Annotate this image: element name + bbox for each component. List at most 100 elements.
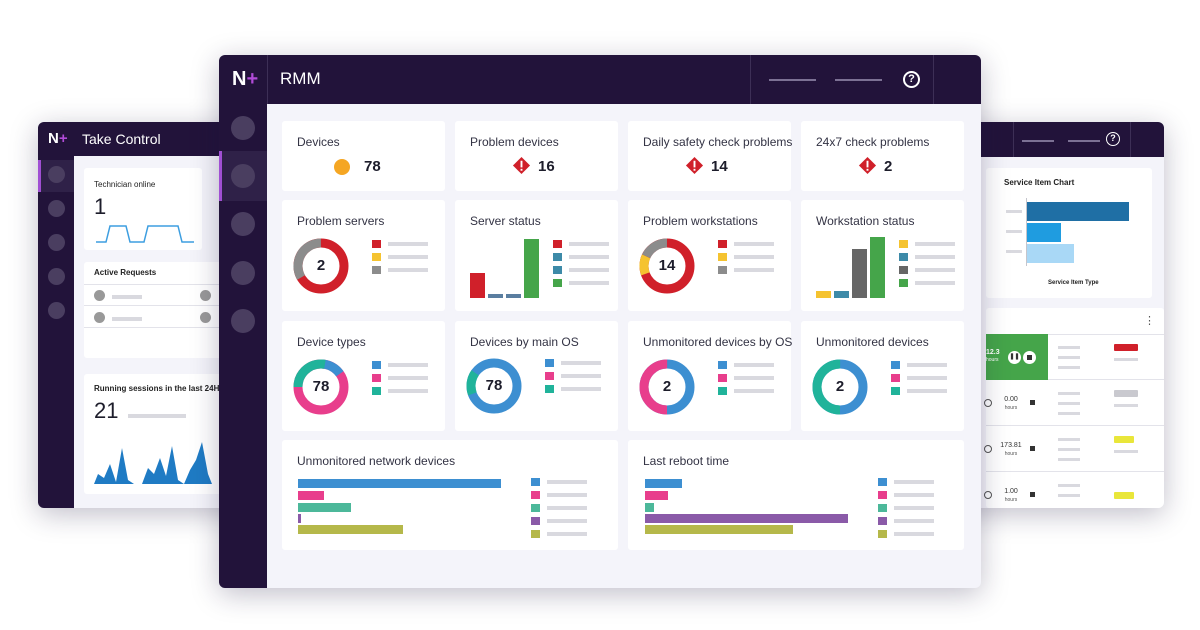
stop-icon[interactable] <box>1030 492 1035 497</box>
alert-icon <box>858 156 877 175</box>
request-avatar-icon <box>200 290 211 301</box>
alert-icon <box>685 156 704 175</box>
server-status-bar[interactable] <box>470 273 485 298</box>
daily-safety-stat-card[interactable]: Daily safety check problems 14 <box>628 121 793 191</box>
row-status-badge <box>1114 436 1134 443</box>
service-item-axis-line <box>1026 198 1027 266</box>
service-table-card: ⋮ 12.3 hours ❚❚ 0.00 hours <box>984 308 1164 508</box>
rmm-help-icon[interactable]: ? <box>903 71 920 88</box>
technician-online-value: 1 <box>94 194 107 219</box>
device-types-center-value: 78 <box>312 378 330 395</box>
reboot-bar[interactable] <box>645 525 793 534</box>
daily-safety-stat-label: Daily safety check problems <box>643 135 793 149</box>
rmm-nav-item-1[interactable] <box>231 116 255 140</box>
problem-workstations-card[interactable]: Problem workstations 14 <box>628 200 791 311</box>
row-hours-unit: hours <box>1004 405 1018 411</box>
network-bar[interactable] <box>298 514 301 523</box>
stop-icon[interactable] <box>1023 351 1036 364</box>
take-control-nav-item-2[interactable] <box>48 200 65 217</box>
network-bar[interactable] <box>298 491 324 500</box>
row-hours-value: 1.00 <box>1004 488 1018 495</box>
stop-icon[interactable] <box>1030 400 1035 405</box>
row-detail <box>1058 402 1080 405</box>
clock-icon <box>984 445 992 453</box>
rmm-nav-item-3[interactable] <box>231 212 255 236</box>
network-bar[interactable] <box>298 525 403 534</box>
server-status-bar[interactable] <box>524 239 539 298</box>
problem-servers-center-value: 2 <box>316 257 326 274</box>
network-bar[interactable] <box>298 503 351 512</box>
technician-online-label: Technician online <box>94 180 156 189</box>
workstation-status-bar[interactable] <box>870 237 885 298</box>
service-item-chart-axis-title: Service Item Type <box>1048 280 1099 286</box>
reboot-bar[interactable] <box>645 503 654 512</box>
problem-workstations-donut <box>639 238 695 294</box>
device-types-card[interactable]: Device types 78 <box>282 321 445 431</box>
server-status-bar[interactable] <box>506 294 521 298</box>
take-control-nav-item-1[interactable] <box>48 166 65 183</box>
take-control-nav-item-3[interactable] <box>48 234 65 251</box>
workstation-status-card[interactable]: Workstation status <box>801 200 964 311</box>
rmm-topbar-divider <box>933 55 934 104</box>
devices-by-os-card[interactable]: Devices by main OS 78 <box>455 321 618 431</box>
stop-icon[interactable] <box>1030 446 1035 451</box>
workstation-status-bar[interactable] <box>816 291 831 298</box>
service-help-icon[interactable]: ? <box>1106 132 1120 146</box>
pause-icon[interactable]: ❚❚ <box>1008 351 1021 364</box>
reboot-bar[interactable] <box>645 491 668 500</box>
problem-devices-stat-card[interactable]: Problem devices 16 <box>455 121 618 191</box>
service-item-bar-2[interactable] <box>1027 223 1061 242</box>
service-row[interactable]: 173.81 hours <box>984 426 1164 472</box>
problem-workstations-title: Problem workstations <box>643 214 758 228</box>
service-row-active[interactable]: 12.3 hours ❚❚ <box>986 334 1164 380</box>
server-status-bar[interactable] <box>488 294 503 298</box>
unmonitored-devices-card[interactable]: Unmonitored devices 2 <box>801 321 964 431</box>
service-item-bar-3[interactable] <box>1027 244 1074 263</box>
rmm-nav-item-4[interactable] <box>231 261 255 285</box>
active-timer-block: 12.3 hours ❚❚ <box>986 334 1048 380</box>
service-item-axis-label <box>1006 230 1022 233</box>
unmonitored-by-os-center-value: 2 <box>662 378 672 395</box>
service-row[interactable]: 1.00 hours <box>984 472 1164 508</box>
reboot-bar[interactable] <box>645 479 682 488</box>
last-reboot-card[interactable]: Last reboot time <box>628 440 964 550</box>
rmm-topbar-menu-2[interactable] <box>835 79 882 81</box>
workstation-status-bar[interactable] <box>852 249 867 298</box>
problem-devices-stat-value: 16 <box>538 158 555 175</box>
request-avatar-icon <box>94 312 105 323</box>
row-detail <box>1114 404 1138 407</box>
row-hours-unit: hours <box>1004 497 1018 503</box>
running-sessions-value: 21 <box>94 398 119 423</box>
problem-servers-card[interactable]: Problem servers 2 <box>282 200 445 311</box>
service-row[interactable]: 0.00 hours <box>984 380 1164 426</box>
service-topbar-menu-2[interactable] <box>1068 140 1100 142</box>
rmm-nav-item-2[interactable] <box>231 164 255 188</box>
workstation-status-bar[interactable] <box>834 291 849 298</box>
request-row-1[interactable] <box>84 284 278 306</box>
request-row-2[interactable] <box>84 306 278 328</box>
take-control-nav-item-5[interactable] <box>48 302 65 319</box>
unmonitored-devices-title: Unmonitored devices <box>816 335 929 349</box>
unmonitored-by-os-title: Unmonitored devices by OS <box>643 335 793 349</box>
devices-stat-label: Devices <box>297 135 340 149</box>
service-topbar-menu-1[interactable] <box>1022 140 1054 142</box>
running-sessions-label: Running sessions in the last 24H <box>94 384 220 393</box>
devices-stat-card[interactable]: Devices 78 <box>282 121 445 191</box>
rmm-topbar-menu-1[interactable] <box>769 79 816 81</box>
service-item-bar-1[interactable] <box>1027 202 1129 221</box>
row-detail <box>1058 356 1080 359</box>
reboot-bar[interactable] <box>645 514 848 523</box>
unmonitored-by-os-card[interactable]: Unmonitored devices by OS 2 <box>628 321 793 431</box>
network-bar[interactable] <box>298 479 501 488</box>
take-control-nav-item-4[interactable] <box>48 268 65 285</box>
server-status-card[interactable]: Server status <box>455 200 618 311</box>
request-avatar-icon <box>200 312 211 323</box>
rmm-nav-item-5[interactable] <box>231 309 255 333</box>
service-item-axis-label <box>1006 250 1022 253</box>
last-reboot-title: Last reboot time <box>643 454 730 468</box>
device-types-title: Device types <box>297 335 366 349</box>
clock-icon <box>984 399 992 407</box>
unmonitored-network-card[interactable]: Unmonitored network devices <box>282 440 618 550</box>
service-table-menu-icon[interactable]: ⋮ <box>1144 315 1155 327</box>
24x7-check-stat-card[interactable]: 24x7 check problems 2 <box>801 121 964 191</box>
